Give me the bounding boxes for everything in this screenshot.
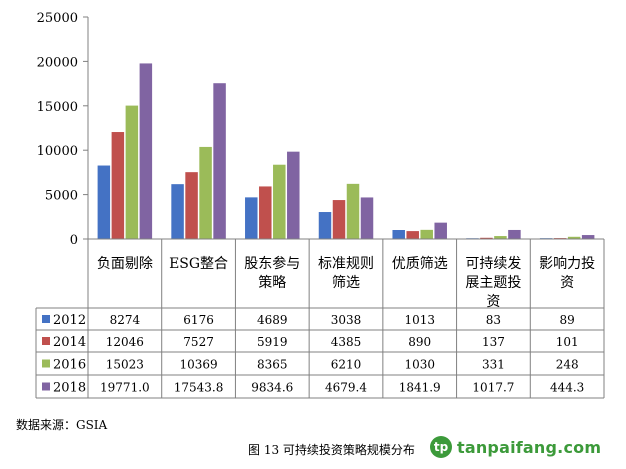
- data-label: 19771.0: [100, 381, 150, 395]
- logo[interactable]: tp tanpaifang.com: [430, 436, 601, 458]
- y-tick-label: 10000: [37, 144, 78, 159]
- data-label: 8365: [257, 358, 288, 372]
- data-label: 3038: [331, 313, 362, 327]
- x-category-label: 策略: [258, 274, 286, 291]
- bar-2012-0: [97, 165, 111, 239]
- data-label: 6176: [183, 313, 214, 327]
- y-tick-label: 20000: [37, 55, 78, 70]
- data-label: 8274: [110, 313, 141, 327]
- data-label: 331: [482, 358, 505, 372]
- x-category-label: 优质筛选: [392, 256, 448, 272]
- legend-label-2016: 2016: [53, 358, 86, 373]
- bar-2016-4: [420, 229, 433, 239]
- x-category-label: 影响力投: [539, 256, 595, 272]
- data-label: 1841.9: [399, 381, 441, 395]
- y-tick-label: 15000: [37, 100, 78, 115]
- bar-2016-0: [125, 105, 139, 239]
- data-label: 444.3: [550, 381, 584, 395]
- y-tick-label: 0: [70, 233, 78, 248]
- data-label: 10369: [179, 358, 217, 372]
- bar-2018-4: [434, 222, 447, 239]
- x-category-label: 负面剔除: [97, 256, 153, 272]
- x-category-label: 资: [560, 275, 574, 291]
- x-category-label: 资: [486, 294, 500, 310]
- x-category-label: 筛选: [332, 275, 360, 291]
- bar-2016-6: [567, 236, 581, 239]
- legend-swatch-2016: [42, 359, 50, 368]
- data-label: 83: [486, 313, 501, 327]
- legend-swatch-2014: [42, 337, 50, 345]
- legend-label-2012: 2012: [53, 313, 86, 328]
- data-label: 1017.7: [472, 381, 514, 395]
- bar-2012-1: [171, 184, 184, 239]
- bar-2014-5: [480, 237, 493, 239]
- legend-label-2018: 2018: [53, 381, 86, 396]
- bar-2012-3: [318, 212, 332, 239]
- bar-2018-5: [508, 229, 521, 239]
- data-label: 4679.4: [325, 381, 367, 395]
- bar-2018-0: [139, 63, 153, 240]
- x-category-label: 可持续发: [465, 255, 521, 272]
- data-label: 9834.6: [251, 381, 293, 395]
- data-label: 4385: [331, 335, 362, 349]
- bar-2014-0: [111, 132, 125, 239]
- bar-2018-6: [581, 235, 595, 239]
- bar-2014-2: [259, 186, 272, 239]
- data-label: 12046: [106, 335, 144, 349]
- data-label: 248: [556, 358, 579, 372]
- x-category-label: 标准规则: [318, 256, 374, 272]
- data-label: 15023: [106, 358, 144, 372]
- y-tick-label: 25000: [37, 11, 78, 26]
- legend-swatch-2012: [42, 315, 50, 323]
- bar-2018-3: [360, 197, 374, 239]
- bar-2016-1: [199, 146, 212, 239]
- source-note: 数据来源：GSIA: [16, 418, 108, 432]
- data-label: 137: [482, 335, 505, 349]
- bar-2014-4: [406, 231, 419, 239]
- bar-2018-1: [213, 83, 226, 239]
- figure-caption: 图 13 可持续投资策略规模分布: [248, 443, 415, 457]
- data-label: 17543.8: [174, 381, 224, 395]
- data-label: 7527: [183, 335, 214, 349]
- logo-icon: tp: [430, 436, 452, 458]
- bar-2016-5: [494, 236, 507, 239]
- data-label: 5919: [257, 335, 288, 349]
- bar-2014-3: [332, 200, 346, 239]
- bar-2018-2: [287, 151, 300, 239]
- bar-2014-1: [185, 172, 198, 239]
- bar-2012-4: [392, 230, 405, 239]
- bar-2012-2: [245, 197, 258, 239]
- legend-swatch-2018: [42, 382, 50, 391]
- y-tick-label: 5000: [45, 189, 78, 204]
- bar-2016-3: [346, 183, 360, 239]
- data-label: 89: [560, 313, 575, 327]
- data-label: 1030: [404, 358, 435, 372]
- legend-label-2014: 2014: [53, 335, 86, 350]
- logo-text: tanpaifang.com: [457, 437, 602, 457]
- data-label: 4689: [257, 313, 288, 327]
- data-label: 1013: [404, 313, 435, 327]
- x-category-label: ESG整合: [169, 256, 228, 272]
- data-label: 101: [556, 335, 579, 349]
- x-category-label: 展主题投: [465, 275, 521, 291]
- x-category-label: 股东参与: [244, 255, 300, 272]
- data-label: 890: [408, 335, 431, 349]
- bar-2016-2: [273, 164, 286, 239]
- data-label: 6210: [331, 358, 362, 372]
